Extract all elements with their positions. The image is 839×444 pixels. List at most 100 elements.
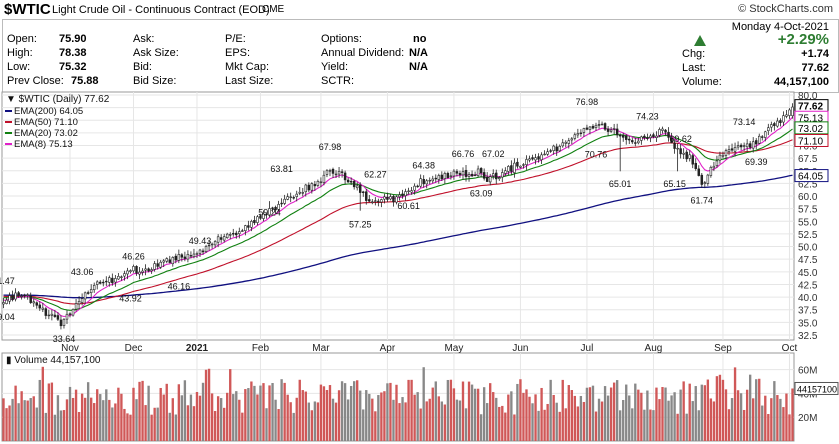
candle: [274, 205, 277, 215]
price-annotation: 65.15: [663, 179, 686, 189]
volume-bar: [667, 400, 670, 441]
x-tick-label: 2021: [186, 343, 209, 354]
candle: [26, 293, 29, 300]
volume-bar: [238, 399, 241, 441]
symbol[interactable]: $WTIC: [4, 1, 51, 18]
candle: [111, 273, 114, 286]
volume-bar: [495, 397, 498, 441]
candle-body-up: [476, 168, 480, 176]
volume-bar: [767, 413, 770, 441]
candle-body-up: [159, 261, 162, 268]
volume-bar: [352, 381, 356, 441]
candle: [156, 259, 159, 270]
volume-bar: [748, 374, 752, 441]
quote-label: Ask Size:: [133, 47, 179, 59]
price-annotation: 67.02: [482, 149, 505, 159]
volume-bar: [422, 367, 425, 441]
volume-bar: [53, 414, 57, 441]
candle-body-up: [117, 276, 120, 280]
volume-bar: [615, 380, 619, 441]
price-label: 64.05: [798, 172, 823, 183]
volume-bar: [543, 409, 546, 441]
quote-col-options: Options: no Annual Dividend: N/A Yield: N/A…: [321, 33, 439, 89]
candle-body-up: [213, 241, 217, 246]
candle: [482, 168, 486, 181]
candle-body-up: [661, 128, 664, 131]
candle: [682, 148, 685, 160]
candle-body-up: [41, 307, 45, 310]
candle: [83, 291, 87, 304]
brand[interactable]: © StockCharts.com: [738, 3, 833, 15]
candle: [552, 144, 555, 155]
candle-body-up: [600, 123, 604, 126]
volume-bar: [349, 385, 353, 441]
candle-body-down: [68, 313, 72, 315]
quote-row-prev-close: Prev Close: 75.88: [7, 75, 127, 89]
candle: [576, 128, 580, 138]
quote-label: Prev Close:: [7, 75, 64, 87]
candle: [579, 129, 583, 137]
candle-body-up: [120, 276, 123, 278]
candle-body-up: [150, 269, 153, 272]
candle-body-down: [331, 168, 335, 174]
candle-body-up: [449, 175, 453, 177]
candle: [32, 298, 35, 307]
candle-body-up: [504, 170, 507, 174]
candle: [355, 182, 359, 191]
candle: [597, 120, 601, 129]
candle: [637, 137, 640, 145]
x-tick-label: Feb: [252, 343, 270, 354]
candle: [180, 253, 184, 262]
candle: [95, 280, 99, 290]
candle: [615, 123, 619, 138]
candle: [443, 171, 447, 184]
candle-body-down: [416, 185, 419, 188]
candle: [588, 125, 592, 135]
candle: [14, 288, 17, 302]
candle: [210, 242, 214, 249]
candle: [132, 264, 135, 273]
candle-body-down: [183, 256, 187, 259]
volume-bar: [634, 383, 637, 441]
volume-bar: [241, 412, 244, 441]
candle-body-up: [301, 192, 305, 194]
candle-body-up: [138, 271, 141, 275]
candle: [776, 117, 779, 128]
candle-body-down: [773, 123, 776, 126]
candle-body-up: [325, 170, 329, 175]
volume-bar: [688, 383, 691, 441]
volume-bar: [274, 399, 277, 441]
quote-row-low: Low: 75.32: [7, 61, 127, 75]
volume-bar: [779, 398, 782, 441]
candle-body-up: [488, 176, 492, 183]
candle-body-up: [129, 270, 132, 272]
volume-bar: [177, 384, 181, 441]
candle: [11, 290, 14, 302]
volume-bar: [546, 403, 549, 441]
candle-body-down: [779, 120, 782, 124]
candle-body-up: [498, 177, 501, 180]
volume-bar: [570, 390, 573, 441]
candle-body-down: [247, 225, 250, 228]
candle-body-down: [482, 172, 486, 179]
candle: [452, 169, 456, 180]
volume-bar: [162, 394, 165, 441]
volume-bar: [129, 414, 132, 441]
volume-bar: [340, 381, 344, 441]
volume-bar: [715, 376, 719, 441]
candle-body-down: [99, 281, 102, 284]
candle-body-up: [14, 292, 17, 300]
candle-body-up: [437, 175, 441, 180]
volume-bar: [513, 414, 516, 441]
candle-body-up: [785, 114, 788, 117]
candle-body-down: [531, 157, 534, 160]
volume-bar: [2, 398, 5, 441]
x-tick-label: Mar: [312, 343, 330, 354]
volume-bar: [619, 410, 622, 441]
candle-body-down: [597, 124, 601, 126]
volume-bar: [117, 387, 120, 441]
volume-bar: [727, 409, 731, 441]
candle: [256, 215, 259, 226]
candle: [250, 219, 253, 232]
